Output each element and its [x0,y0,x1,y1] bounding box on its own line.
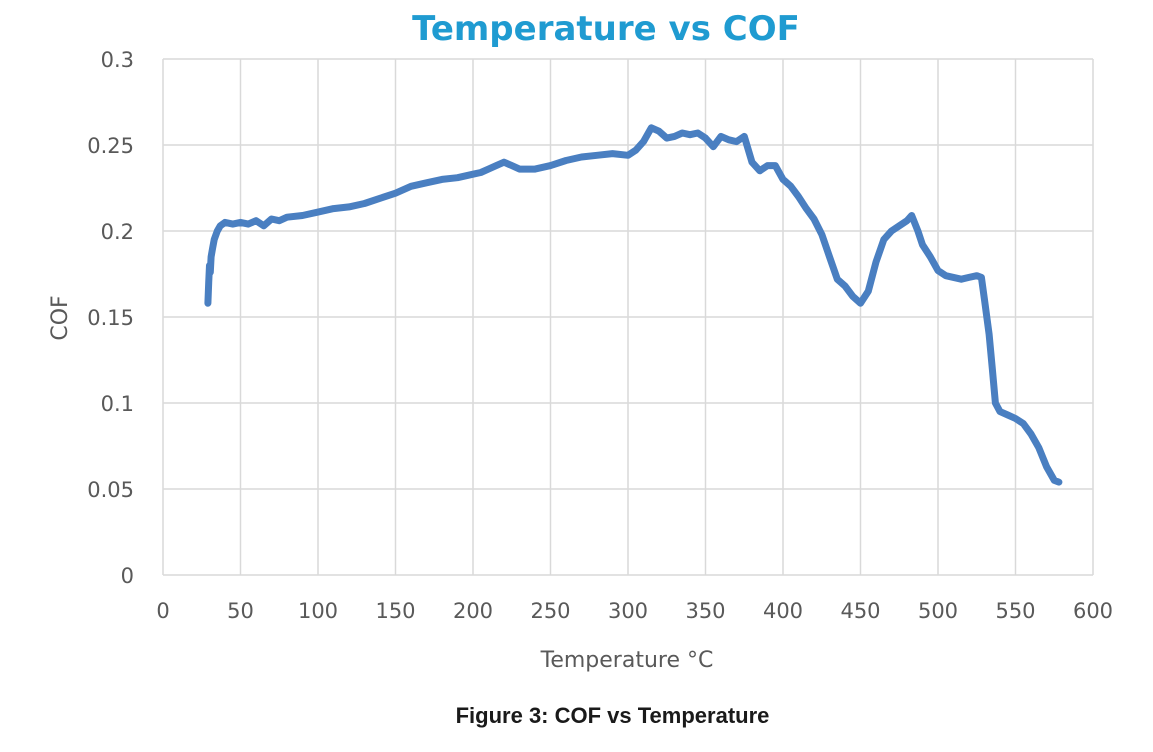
y-tick-label: 0.2 [101,220,134,244]
y-tick-label: 0.25 [87,134,134,158]
x-tick-label: 600 [1073,599,1113,623]
x-tick-label: 100 [298,599,338,623]
figure-caption: Figure 3: COF vs Temperature [455,703,770,728]
x-tick-label: 300 [608,599,648,623]
x-tick-label: 500 [918,599,958,623]
chart-title: Temperature vs COF [412,9,800,49]
x-axis-title: Temperature °C [540,648,714,673]
x-tick-label: 550 [995,599,1035,623]
x-tick-label: 400 [763,599,803,623]
x-tick-label: 200 [453,599,493,623]
x-tick-label: 50 [227,599,254,623]
cof-series-line [204,124,1063,486]
x-tick-label: 350 [685,599,725,623]
series-layer [204,124,1063,486]
y-tick-label: 0.1 [101,392,134,416]
x-tick-label: 250 [530,599,570,623]
y-axis-title: COF [48,295,73,340]
x-tick-label: 150 [375,599,415,623]
y-tick-label: 0 [121,564,134,588]
cof-temperature-chart: Temperature vs COF 0 0.05 0.1 0.15 0.2 0.25 0.… [48,9,1113,673]
y-tick-label: 0.3 [101,48,134,72]
x-axis-ticks: 0 50 100 150 200 250 300 350 400 450 500 550 600 [156,599,1113,623]
y-tick-label: 0.05 [87,478,134,502]
x-tick-label: 0 [156,599,169,623]
grid [162,58,1094,576]
y-axis-ticks: 0 0.05 0.1 0.15 0.2 0.25 0.3 [87,48,134,588]
y-tick-label: 0.15 [87,306,134,330]
x-tick-label: 450 [840,599,880,623]
